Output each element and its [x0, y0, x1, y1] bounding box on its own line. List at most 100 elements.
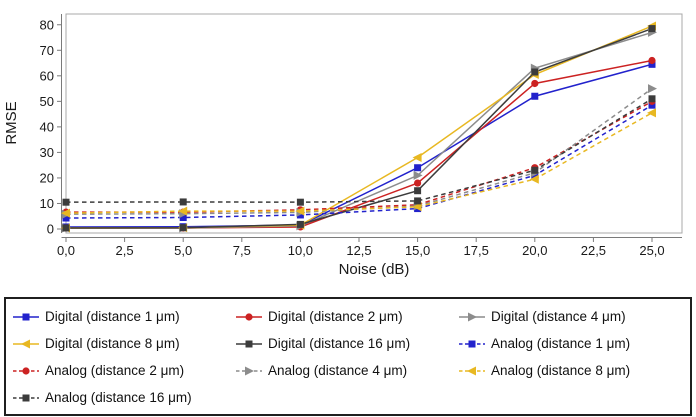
- x-tick-label: 20,0: [522, 243, 547, 258]
- data-point-marker: [412, 202, 422, 212]
- plot-area: [65, 13, 683, 234]
- y-tick-label: 60: [40, 68, 54, 83]
- data-point-marker: [531, 171, 539, 179]
- legend-row: Digital (distance 8 μm) Digital (distance…: [12, 330, 684, 357]
- data-point-marker: [531, 68, 539, 76]
- data-point-marker: [529, 174, 539, 184]
- legend-item: Analog (distance 4 μm): [235, 363, 458, 378]
- data-point-marker: [531, 79, 539, 88]
- data-point-marker: [648, 101, 656, 109]
- data-point-marker: [413, 170, 423, 180]
- data-point-marker: [62, 224, 70, 232]
- x-tick-label: 12,5: [346, 243, 371, 258]
- data-point-marker: [296, 211, 304, 219]
- x-tick-label: 0,0: [57, 243, 75, 258]
- series-line: [65, 98, 653, 203]
- x-tick-label: 22,5: [581, 243, 606, 258]
- data-point-marker: [245, 312, 253, 321]
- legend-row: Digital (distance 1 μm) Digital (distance…: [12, 303, 684, 330]
- legend-item: Analog (distance 1 μm): [458, 336, 681, 351]
- data-point-marker: [62, 214, 70, 222]
- series-line: [65, 112, 653, 214]
- data-point-marker: [296, 220, 304, 228]
- legend-item-label: Digital (distance 2 μm): [268, 309, 403, 324]
- legend-marker-icon: [13, 394, 39, 401]
- series-line: [65, 87, 653, 215]
- data-point-marker: [179, 224, 187, 232]
- legend-marker-icon: [236, 366, 262, 375]
- x-tick-label: 5,0: [174, 243, 192, 258]
- data-point-marker: [179, 214, 187, 222]
- legend-marker-icon: [459, 366, 485, 375]
- chart-legend: Digital (distance 1 μm) Digital (distance…: [4, 297, 692, 416]
- data-point-marker: [412, 153, 422, 163]
- x-tick-label: 25,0: [639, 243, 664, 258]
- legend-item: Analog (distance 16 μm): [12, 390, 235, 405]
- y-tick-label: 30: [40, 145, 54, 160]
- x-tick-label: 10,0: [288, 243, 313, 258]
- legend-marker-icon: [459, 340, 485, 347]
- y-tick-label: 10: [40, 196, 54, 211]
- data-point-marker: [414, 179, 422, 187]
- legend-item: Digital (distance 16 μm): [235, 336, 458, 351]
- data-point-marker: [22, 366, 30, 375]
- y-axis-title: RMSE: [3, 101, 20, 144]
- series-line: [65, 63, 653, 228]
- y-tick-label: 40: [40, 119, 54, 134]
- legend-item-label: Analog (distance 8 μm): [491, 363, 631, 378]
- legend-item-label: Digital (distance 1 μm): [45, 309, 180, 324]
- series-markers-layer: [61, 21, 657, 233]
- y-tick-label: 80: [40, 17, 54, 32]
- legend-item-label: Digital (distance 8 μm): [45, 336, 180, 351]
- x-tick-label: 17,5: [464, 243, 489, 258]
- legend-item-label: Analog (distance 2 μm): [45, 363, 185, 378]
- legend-item: Digital (distance 1 μm): [12, 309, 235, 324]
- legend-row: Analog (distance 16 μm): [12, 384, 684, 411]
- y-tick-label: 50: [40, 94, 54, 109]
- legend-item: Analog (distance 8 μm): [458, 363, 681, 378]
- axes-layer: 0 10 20 30 40 50 60 70 80 0,0 2,5 5,0 7,5 10,0 12,5 15,…: [40, 14, 682, 258]
- legend-item-label: Digital (distance 16 μm): [268, 336, 411, 351]
- rmse-vs-noise-chart: 0 10 20 30 40 50 60 70 80 0,0 2,5 5,0 7,5 10,0 12,5 15,…: [3, 13, 683, 278]
- data-point-marker: [245, 366, 254, 375]
- data-point-marker: [179, 198, 187, 206]
- data-point-marker: [22, 394, 30, 401]
- series-line: [65, 104, 653, 219]
- x-tick-label: 15,0: [405, 243, 430, 258]
- data-point-marker: [295, 206, 305, 216]
- data-point-marker: [61, 208, 70, 218]
- legend-item: Digital (distance 8 μm): [12, 336, 235, 351]
- series-line: [65, 27, 653, 229]
- legend-item: Digital (distance 4 μm): [458, 309, 681, 324]
- data-point-marker: [647, 108, 656, 118]
- legend-marker-icon: [13, 366, 39, 375]
- chart-canvas: 0 10 20 30 40 50 60 70 80 0,0 2,5 5,0 7,5 10,0 12,5 15,…: [3, 13, 683, 278]
- legend-item-label: Analog (distance 16 μm): [45, 390, 192, 405]
- data-point-marker: [245, 340, 253, 347]
- data-point-marker: [648, 56, 656, 65]
- legend-item: Analog (distance 2 μm): [12, 363, 235, 378]
- y-tick-label: 0: [47, 222, 54, 237]
- data-point-marker: [62, 198, 70, 206]
- legend-marker-icon: [13, 313, 39, 320]
- data-point-marker: [178, 206, 188, 216]
- y-tick-label: 20: [40, 170, 54, 185]
- legend-marker-icon: [459, 312, 485, 321]
- x-axis-title: Noise (dB): [339, 261, 410, 278]
- data-point-marker: [22, 313, 30, 320]
- data-point-marker: [648, 95, 656, 103]
- legend-item-label: Digital (distance 4 μm): [491, 309, 626, 324]
- data-point-marker: [296, 198, 304, 206]
- data-point-marker: [414, 197, 422, 205]
- legend-item: Digital (distance 2 μm): [235, 309, 458, 324]
- legend-item-label: Analog (distance 1 μm): [491, 336, 631, 351]
- data-point-marker: [414, 164, 422, 172]
- data-point-marker: [468, 312, 477, 321]
- legend-row: Analog (distance 2 μm) Analog (distance 4…: [12, 357, 684, 384]
- data-point-marker: [648, 60, 656, 68]
- legend-marker-icon: [236, 312, 262, 321]
- data-point-marker: [467, 366, 476, 375]
- data-point-marker: [21, 339, 30, 348]
- legend-marker-icon: [13, 339, 39, 348]
